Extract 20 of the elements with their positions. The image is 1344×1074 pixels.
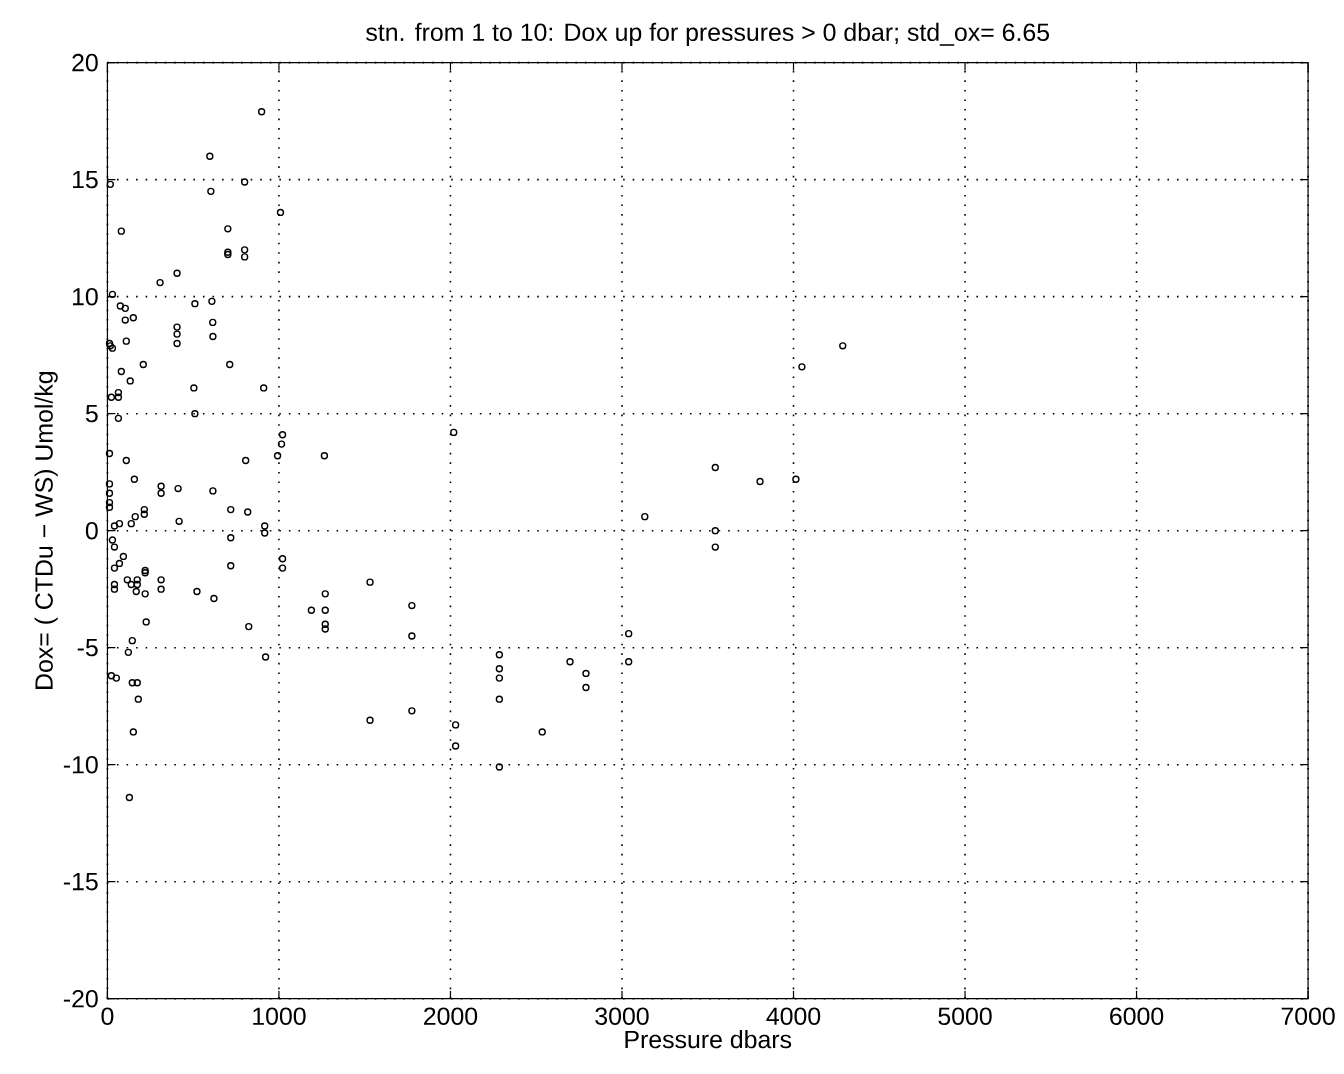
y-tick-label: 10 [72,287,98,306]
y-tick-label: -10 [63,755,98,774]
x-tick-label: 1000 [253,1007,306,1025]
y-axis-title: Dox= ( CTDu − WS) Umol/kg [34,371,58,689]
x-tick-label: 5000 [938,1007,992,1025]
y-tick-label: -20 [63,989,98,1008]
y-tick-label: -15 [63,872,98,891]
y-tick-label: 5 [85,404,98,423]
x-tick-label: 3000 [595,1007,649,1025]
x-tick-label: 2000 [424,1007,478,1025]
x-tick-label: 0 [101,1007,114,1025]
y-tick-label: 20 [72,53,98,72]
y-tick-label: -5 [77,638,98,657]
x-tick-label: 4000 [766,1007,821,1025]
x-tick-label: 7000 [1281,1007,1335,1025]
x-axis-title: Pressure dbars [625,1029,792,1049]
chart-title: stn. from 1 to 10: Dox up for pressures > 0 dbar; std_ox= 6.65 [366,22,1049,46]
y-tick-label: 15 [72,170,98,189]
y-tick-label: 0 [85,521,98,540]
x-tick-label: 6000 [1110,1007,1164,1025]
